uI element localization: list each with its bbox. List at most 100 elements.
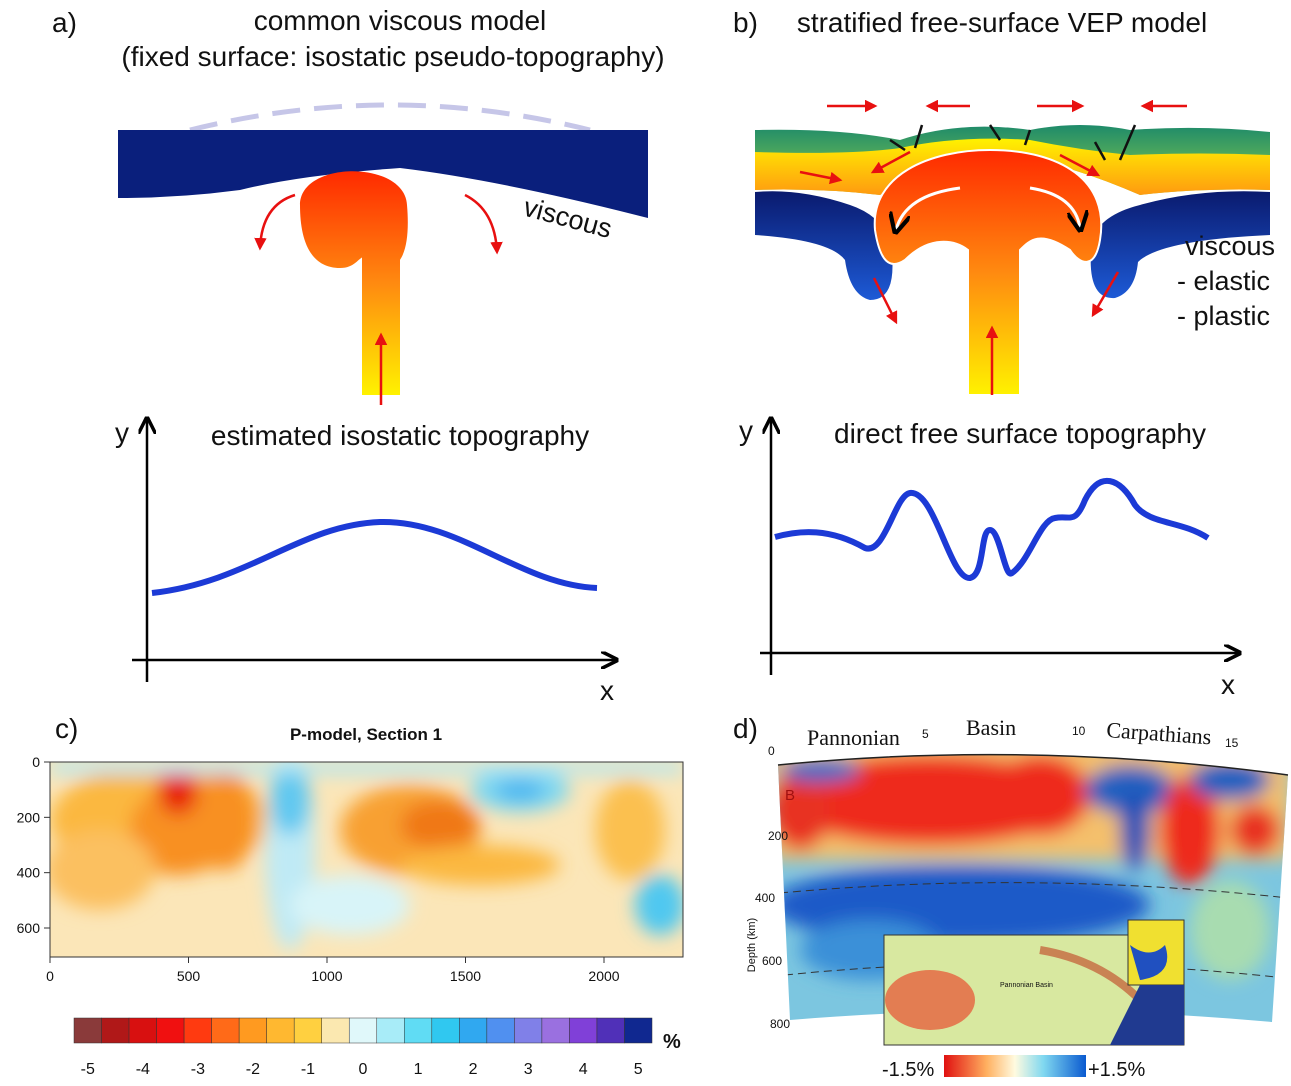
x-tick-label: 2000 (588, 968, 619, 984)
colorbar-cell (101, 1017, 130, 1044)
colorbar-cell (459, 1017, 488, 1044)
colorbar-cell (404, 1017, 433, 1044)
axis-label: Depth (km) (746, 918, 758, 972)
colorbar-unit: % (663, 1031, 681, 1053)
slab (1090, 191, 1270, 299)
colorbar-cell (596, 1017, 625, 1044)
colorbar-label: 1 (414, 1061, 423, 1078)
panel-label: b) (733, 7, 758, 38)
colorbar-cell (293, 1017, 322, 1044)
panel-label: a) (52, 7, 77, 38)
flow-arrow (464, 193, 503, 255)
top-label: Carpathians (1106, 717, 1213, 749)
colorbar-cell (624, 1017, 653, 1044)
axis-label: y (739, 415, 753, 446)
panel-c: c) P-model, Section 1 0 200 400 600 0 500 1000… (17, 713, 684, 1078)
panel-label: c) (55, 713, 78, 744)
colorbar-label: +1.5% (1088, 1059, 1145, 1081)
top-label: Pannonian (807, 725, 900, 750)
topography-curve (774, 478, 1210, 581)
colorbar-label: 2 (469, 1061, 478, 1078)
panel-title: common viscous model (254, 5, 547, 36)
slab (755, 191, 893, 300)
flow-arrow (254, 193, 296, 251)
panel-a: a) common viscous model (fixed surface: … (52, 5, 665, 706)
annotation: - plastic (1177, 301, 1270, 331)
surface (777, 753, 1289, 776)
y-tick-label: 600 (17, 920, 41, 936)
annotation: - elastic (1177, 266, 1270, 296)
plot-frame (49, 761, 684, 958)
lithosphere (118, 130, 648, 218)
colorbar-cell (321, 1017, 350, 1044)
pseudo-topography (189, 102, 591, 133)
axis-label: x (600, 675, 614, 706)
inset-relief (885, 970, 975, 1030)
panel-d: d) Pannonian Basin Pannonian 5 Basin 10 … (733, 713, 1289, 1081)
colorbar-cell (211, 1017, 240, 1044)
inset-locator (1130, 945, 1168, 980)
top-label: 0 (768, 744, 775, 758)
depth-tick: 400 (755, 891, 775, 905)
panel-title: stratified free-surface VEP model (797, 7, 1207, 38)
plume (873, 148, 1103, 396)
panel-label: d) (733, 713, 758, 744)
panel-b: b) stratified free-surface VEP model vis… (733, 7, 1275, 700)
flow-arrows (896, 186, 1080, 230)
top-label: 10 (1072, 724, 1086, 738)
depth-tick: 200 (768, 829, 788, 843)
colorbar-cell (431, 1017, 460, 1044)
inset-label: Pannonian Basin (1000, 982, 1053, 989)
colorbar-label: 0 (359, 1061, 368, 1078)
top-label: Basin (966, 715, 1016, 740)
x-tick-label: 0 (46, 968, 54, 984)
colorbar-cell (128, 1017, 157, 1044)
top-label: 15 (1225, 736, 1239, 750)
top-label: 5 (922, 727, 929, 741)
colorbar-label: -4 (136, 1061, 150, 1078)
colorbar-cell (238, 1017, 267, 1044)
colorbar-cell (348, 1017, 378, 1044)
colorbar-cell (514, 1017, 543, 1044)
y-tick-label: 200 (17, 809, 41, 825)
faults (889, 124, 1137, 161)
colorbar-cell (183, 1017, 212, 1044)
colorbar-cell (266, 1017, 295, 1044)
annotation: viscous (1185, 231, 1275, 261)
axes: 0 200 400 600 0 500 1000 1500 2000 (17, 754, 620, 984)
colorbar-cell (486, 1017, 515, 1044)
tomography (50, 762, 683, 957)
section-label: B (785, 787, 795, 804)
inset-sea (1110, 985, 1184, 1045)
x-tick-label: 1000 (311, 968, 342, 984)
plume (300, 171, 408, 395)
depth-tick: 800 (770, 1017, 790, 1031)
colorbar-cell (73, 1017, 102, 1044)
colorbar-cell (376, 1017, 405, 1044)
colorbar-label: -2 (246, 1061, 260, 1078)
colorbar-cell (156, 1017, 185, 1044)
crust (755, 138, 1270, 195)
axis-label: y (115, 417, 129, 448)
colorbar-label: 5 (634, 1061, 643, 1078)
colorbar-label: 4 (579, 1061, 588, 1078)
plot-title: P-model, Section 1 (290, 725, 442, 744)
colorbar-label: 3 (524, 1061, 533, 1078)
colorbar (944, 1055, 1086, 1077)
depth-tick: 600 (762, 954, 782, 968)
colorbar: -5 -4 -3 -2 -1 0 1 2 3 4 5 (73, 1017, 653, 1078)
axis-label: x (1221, 669, 1235, 700)
x-tick-label: 1500 (450, 968, 481, 984)
topography-curve (151, 518, 598, 596)
plot-title: estimated isostatic topography (211, 420, 589, 451)
colorbar-label: -1 (301, 1061, 315, 1078)
y-tick-label: 400 (17, 865, 41, 881)
colorbar-label: -5 (81, 1061, 95, 1078)
colorbar-label: -1.5% (882, 1059, 934, 1081)
colorbar-cell (569, 1017, 598, 1044)
flow-arrows (799, 99, 1187, 395)
inset-relief (1039, 946, 1143, 1003)
x-tick-label: 500 (177, 968, 201, 984)
y-tick-label: 0 (32, 754, 40, 770)
